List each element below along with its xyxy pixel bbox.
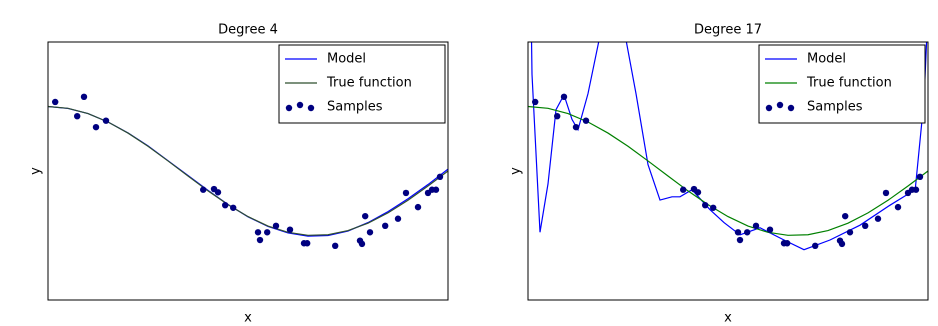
sample-point <box>264 229 271 236</box>
sample-point <box>744 229 751 236</box>
sample-point <box>358 240 366 248</box>
legend-box <box>758 44 926 124</box>
sample-point <box>286 226 294 233</box>
sample-point <box>254 229 262 236</box>
sample-point <box>694 189 702 196</box>
sample-point <box>366 229 374 236</box>
sample-point <box>74 112 81 120</box>
legend-label: Model <box>807 52 846 67</box>
sample-point <box>582 117 590 124</box>
sample-point <box>702 201 709 209</box>
subplot: Degree 4 x y Model True function Samples <box>29 23 449 326</box>
x-axis-label: x <box>244 311 252 326</box>
sample-point <box>710 204 717 211</box>
sample-point <box>874 215 882 222</box>
legend-marker <box>776 101 784 109</box>
sample-point <box>554 112 561 120</box>
line <box>528 105 928 236</box>
sample-point <box>402 189 410 197</box>
plot-content <box>48 93 448 250</box>
sample-point <box>680 186 687 193</box>
legend-box <box>278 44 446 124</box>
sample-point <box>222 201 229 209</box>
subplot: Degree 17 x y Model True function Samples <box>509 23 929 326</box>
chart-title: Degree 17 <box>694 23 762 38</box>
sample-point <box>734 229 742 236</box>
sample-point <box>916 173 924 181</box>
sample-point <box>560 93 568 101</box>
sample-point <box>912 186 920 193</box>
legend-label: Model <box>327 52 366 67</box>
sample-point <box>532 98 539 106</box>
line <box>48 105 448 236</box>
legend-label: True function <box>326 76 412 91</box>
chart-title: Degree 4 <box>218 23 278 38</box>
sample-point <box>394 215 402 222</box>
y-axis-label: y <box>29 167 44 175</box>
sample-point <box>92 123 100 131</box>
plot-content <box>528 42 928 251</box>
sample-point <box>256 236 264 244</box>
sample-point <box>766 226 774 233</box>
sample-point <box>752 222 760 230</box>
legend-label: Samples <box>807 100 863 115</box>
legend-marker <box>296 101 304 109</box>
sample-point <box>572 123 580 131</box>
sample-point <box>882 189 890 197</box>
sample-point <box>102 117 110 124</box>
sample-point <box>382 222 389 230</box>
legend-marker <box>787 104 795 112</box>
sample-point <box>432 186 440 193</box>
sample-point <box>838 240 846 248</box>
sample-point <box>846 229 854 236</box>
sample-point <box>80 93 88 101</box>
sample-point <box>272 222 280 230</box>
axes-frame <box>47 41 449 301</box>
legend-marker <box>285 104 293 112</box>
x-axis-label: x <box>724 311 732 326</box>
y-axis-label: y <box>509 167 524 175</box>
sample-point <box>736 236 744 244</box>
legend-label: True function <box>806 76 892 91</box>
sample-point <box>304 240 311 247</box>
sample-point <box>436 173 444 181</box>
sample-point <box>414 203 422 211</box>
sample-point <box>862 222 869 230</box>
sample-point <box>200 186 207 193</box>
sample-point <box>52 98 59 106</box>
sample-point <box>812 242 819 250</box>
sample-point <box>332 242 339 250</box>
sample-point <box>894 203 902 211</box>
sample-point <box>214 189 222 196</box>
legend-marker <box>765 104 773 112</box>
sample-point <box>842 212 849 220</box>
legend-marker <box>307 104 315 112</box>
sample-point <box>230 204 237 211</box>
sample-point <box>362 212 369 220</box>
sample-point <box>784 240 791 247</box>
axes-frame <box>527 41 929 301</box>
legend-label: Samples <box>327 100 383 115</box>
